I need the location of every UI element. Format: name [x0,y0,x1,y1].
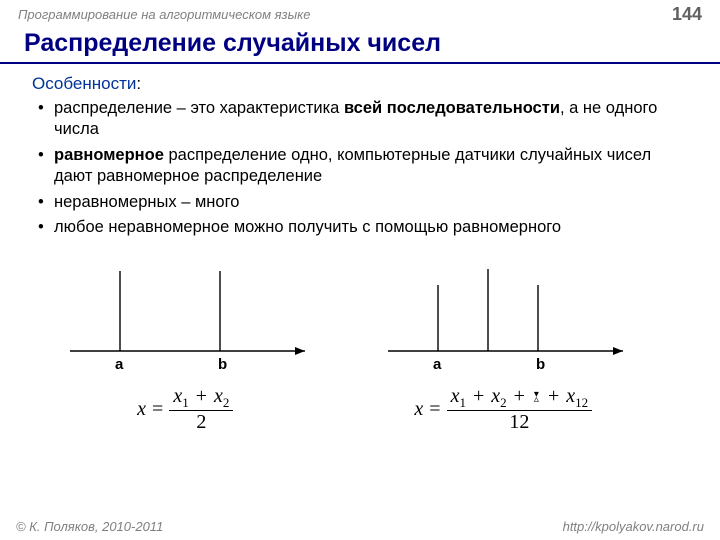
list-text: распределение – это характеристика [54,99,344,117]
page-title: Распределение случайных чисел [0,27,720,62]
list-bold: всей последовательности [344,99,560,117]
svg-text:a: a [115,356,124,373]
term: x1 [451,385,466,407]
svg-text:b: b [218,356,227,373]
list-text: неравномерных – много [54,193,239,211]
diagrams-row: ab x = x1 + x2 2 ab x = [32,263,688,434]
denominator: 12 [509,411,529,433]
footer-url: http://kpolyakov.narod.ru [563,519,704,534]
diagram-right: ab x = x1 + x2 + ▾▵ + x12 12 [329,263,678,434]
formula-lhs: x [137,398,146,421]
uniform-diagram: ab [50,263,320,373]
term: x2 [491,385,506,407]
plus-sign: + [512,385,527,407]
numerator: x1 + x2 [169,386,233,412]
formula-right: x = x1 + x2 + ▾▵ + x12 12 [414,386,592,434]
triangular-diagram: ab [368,263,638,373]
footer-copyright: © К. Поляков, 2010-2011 [16,519,163,534]
features-list: распределение – это характеристика всей … [32,98,688,239]
equals-sign: = [429,398,440,421]
numerator: x1 + x2 + ▾▵ + x12 [447,386,593,412]
diagram-left: ab x = x1 + x2 2 [42,263,329,434]
fraction: x1 + x2 + ▾▵ + x12 12 [447,386,593,434]
title-rule [0,62,720,64]
formula-lhs: x [414,398,423,421]
plus-sign: + [471,385,486,407]
page-number: 144 [672,4,702,25]
ellipsis-icon: ▾▵ [532,392,541,402]
list-item: любое неравномерное можно получить с пом… [54,217,688,238]
header-subject: Программирование на алгоритмическом язык… [18,7,311,22]
list-bold: равномерное [54,146,164,164]
features-colon: : [136,74,141,93]
svg-text:b: b [536,356,545,373]
footer: © К. Поляков, 2010-2011 http://kpolyakov… [0,515,720,538]
equals-sign: = [152,398,163,421]
term: x12 [566,385,588,407]
fraction: x1 + x2 2 [169,386,233,434]
plus-sign: + [194,385,209,407]
term: x2 [214,385,229,407]
svg-text:a: a [433,356,442,373]
list-text: любое неравномерное можно получить с пом… [54,218,561,236]
features-label-text: Особенности [32,74,136,93]
denominator: 2 [196,411,206,433]
list-item: неравномерных – много [54,192,688,213]
features-heading: Особенности: [32,74,688,94]
plus-sign: + [546,385,561,407]
term: x1 [173,385,188,407]
list-item: равномерное распределение одно, компьюте… [54,145,688,188]
list-item: распределение – это характеристика всей … [54,98,688,141]
formula-left: x = x1 + x2 2 [137,386,233,434]
